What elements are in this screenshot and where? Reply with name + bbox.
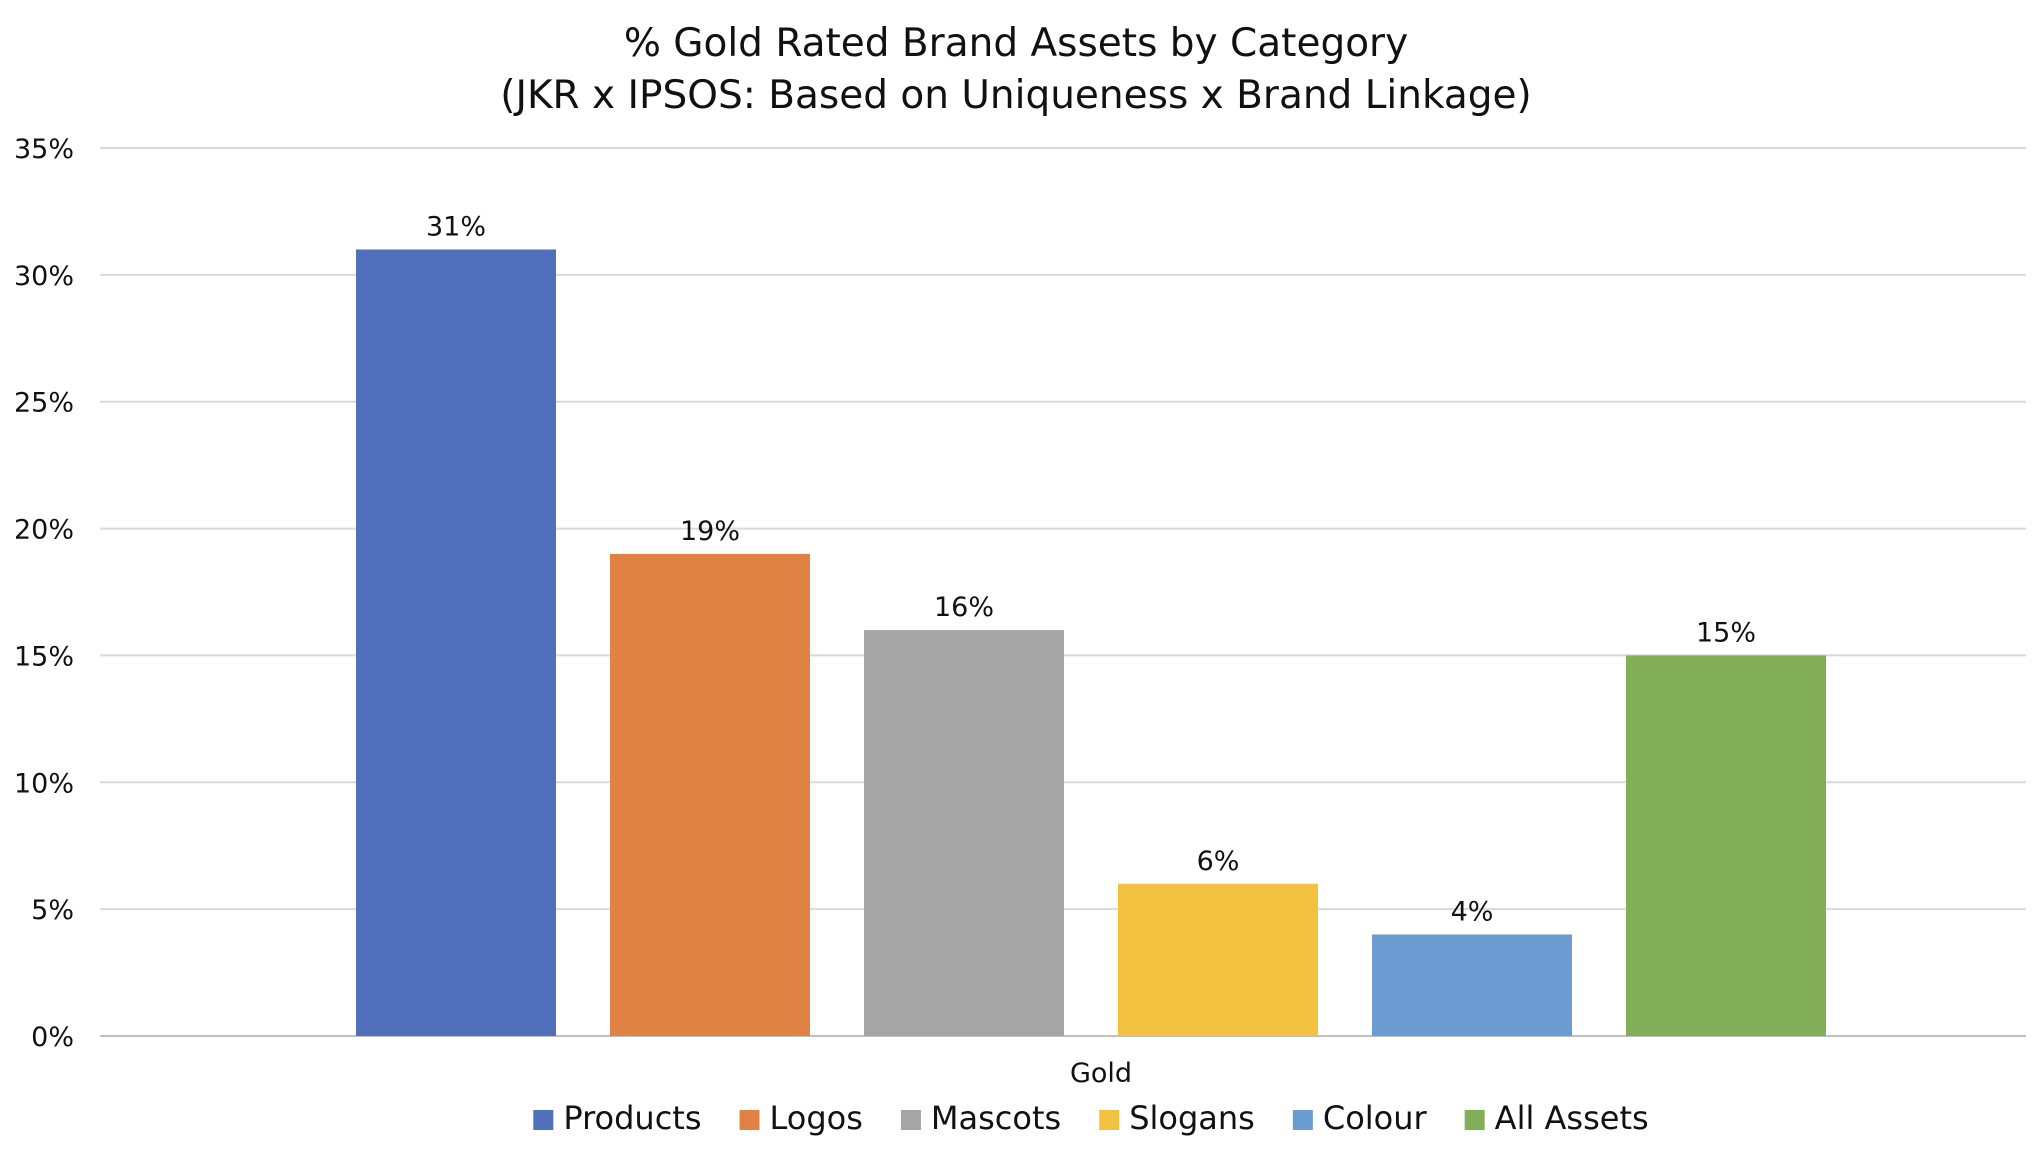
legend-swatch: [1292, 1110, 1313, 1130]
y-tick-label: 30%: [14, 261, 74, 292]
y-tick-label: 15%: [14, 641, 74, 672]
bar-mascots: [864, 630, 1064, 1036]
legend-label: Colour: [1323, 1099, 1428, 1137]
legend: Products Logos Mascots Slogans Colour All Ass…: [533, 1099, 1649, 1137]
y-tick-label: 25%: [14, 388, 74, 419]
data-label-all-assets: 15%: [1696, 617, 1756, 648]
legend-item-logos: Logos: [739, 1099, 863, 1137]
legend-label: Logos: [770, 1099, 863, 1137]
x-tick-label: Gold: [1070, 1058, 1132, 1089]
bar-slogans: [1118, 883, 1318, 1036]
legend-swatch: [739, 1110, 760, 1130]
bars: [356, 249, 1826, 1036]
legend-item-products: Products: [533, 1099, 702, 1137]
y-tick-label: 20%: [14, 515, 74, 546]
chart-title: % Gold Rated Brand Assets by Category: [624, 21, 1408, 66]
data-label-mascots: 16%: [934, 592, 994, 623]
y-axis-tick-labels: 0% 5% 10% 15% 20% 25% 30% 35%: [14, 134, 74, 1053]
legend-item-slogans: Slogans: [1099, 1099, 1255, 1137]
legend-item-all-assets: All Assets: [1464, 1099, 1649, 1137]
legend-swatch: [1099, 1110, 1120, 1130]
y-tick-label: 0%: [31, 1022, 74, 1053]
bar-products: [356, 249, 556, 1036]
bar-all-assets: [1626, 655, 1826, 1036]
y-tick-label: 35%: [14, 134, 74, 165]
data-labels: 31% 19% 16% 6% 4% 15%: [426, 211, 1756, 927]
data-label-slogans: 6%: [1197, 846, 1240, 877]
bar-colour: [1372, 934, 1572, 1036]
data-label-colour: 4%: [1451, 897, 1494, 928]
y-tick-label: 5%: [31, 895, 74, 926]
legend-swatch: [533, 1110, 554, 1130]
data-label-logos: 19%: [680, 516, 740, 547]
bar-logos: [610, 553, 810, 1036]
x-axis: Gold: [1070, 1058, 1132, 1089]
legend-label: Slogans: [1129, 1099, 1255, 1137]
legend-item-mascots: Mascots: [900, 1099, 1061, 1137]
chart-subtitle: (JKR x IPSOS: Based on Uniqueness x Bran…: [500, 73, 1532, 118]
legend-swatch: [900, 1110, 921, 1130]
legend-swatch: [1464, 1110, 1485, 1130]
legend-label: All Assets: [1495, 1099, 1649, 1137]
legend-label: Mascots: [931, 1099, 1061, 1137]
y-tick-label: 10%: [14, 768, 74, 799]
data-label-products: 31%: [426, 211, 486, 242]
legend-item-colour: Colour: [1292, 1099, 1428, 1137]
legend-label: Products: [563, 1099, 701, 1137]
